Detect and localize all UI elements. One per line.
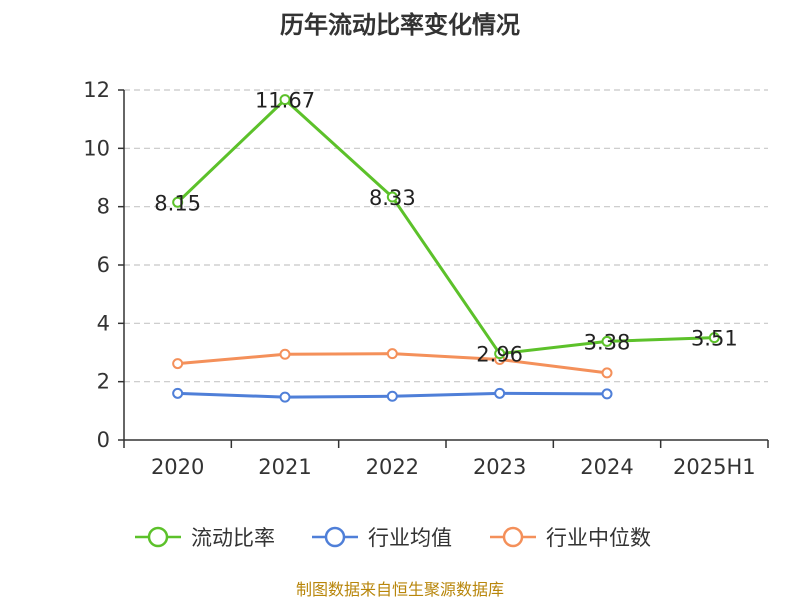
data-point — [601, 335, 613, 347]
data-point — [172, 196, 184, 208]
data-label: 11.67 — [255, 89, 315, 113]
x-tick-label: 2022 — [366, 455, 419, 479]
y-tick-label: 4 — [97, 311, 110, 335]
legend-label: 行业均值 — [368, 526, 452, 550]
data-point — [386, 390, 398, 402]
legend-marker — [324, 526, 346, 548]
data-point — [494, 387, 506, 399]
y-tick-label: 6 — [97, 253, 110, 277]
y-tick-label: 8 — [97, 195, 110, 219]
source-note: 制图数据来自恒生聚源数据库 — [296, 580, 504, 599]
legend-label: 流动比率 — [191, 526, 275, 550]
x-tick-label: 2024 — [580, 455, 633, 479]
y-tick-label: 10 — [83, 136, 110, 160]
data-label: 3.38 — [584, 330, 631, 354]
data-point — [708, 332, 720, 344]
legend-label: 行业中位数 — [546, 526, 651, 550]
series-group: 8.15 11.67 8.33 2.96 3.38 3.51 — [154, 89, 738, 403]
data-point — [494, 348, 506, 360]
axes: 0 2 4 6 8 10 12 2020 2021 2022 2023 2024 2025H1 — [83, 78, 769, 479]
data-point — [601, 388, 613, 400]
data-point — [386, 348, 398, 360]
legend-item-1: 行业均值 — [312, 526, 452, 550]
data-point — [279, 348, 291, 360]
legend-marker — [502, 526, 524, 548]
y-tick-label: 12 — [83, 78, 110, 102]
x-tick-label: 2023 — [473, 455, 526, 479]
y-tick-label: 0 — [97, 428, 110, 452]
data-point — [601, 367, 613, 379]
data-point — [386, 191, 398, 203]
legend-marker — [147, 526, 169, 548]
data-label: 8.33 — [369, 186, 416, 210]
x-tick-label: 2025H1 — [673, 455, 756, 479]
y-tick-label: 2 — [97, 370, 110, 394]
series-line-0 — [176, 98, 715, 356]
data-label: 8.15 — [154, 191, 201, 215]
legend: 流动比率 行业均值 行业中位数 — [135, 526, 651, 550]
x-tick-label: 2021 — [258, 455, 311, 479]
data-point — [172, 358, 184, 370]
data-label: 2.96 — [476, 343, 523, 367]
data-point — [279, 391, 291, 403]
data-label: 3.51 — [691, 327, 738, 351]
chart-title: 历年流动比率变化情况 — [280, 11, 520, 39]
data-point — [279, 94, 291, 106]
x-tick-label: 2020 — [151, 455, 204, 479]
legend-item-2: 行业中位数 — [490, 526, 651, 550]
data-point — [172, 387, 184, 399]
legend-item-0: 流动比率 — [135, 526, 275, 550]
grid-lines — [124, 89, 768, 383]
